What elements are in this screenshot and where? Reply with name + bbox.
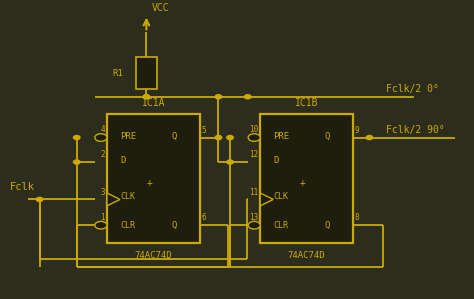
Text: 8: 8: [355, 213, 360, 222]
Text: Fclk/2 0°: Fclk/2 0°: [386, 84, 438, 94]
Circle shape: [227, 160, 233, 164]
Text: R1: R1: [112, 69, 123, 78]
Text: PRE: PRE: [120, 132, 136, 141]
Text: VCC: VCC: [152, 3, 170, 13]
Text: Q: Q: [324, 132, 330, 141]
Text: 11: 11: [249, 187, 258, 197]
Text: 5: 5: [202, 126, 206, 135]
Text: Q: Q: [171, 221, 176, 230]
Text: D: D: [273, 156, 279, 165]
Text: D: D: [120, 156, 125, 165]
Text: 10: 10: [249, 125, 258, 134]
Text: 4: 4: [100, 125, 105, 134]
Text: 6: 6: [202, 213, 206, 222]
Text: 9: 9: [355, 126, 360, 135]
Circle shape: [245, 95, 251, 99]
Text: 13: 13: [249, 213, 258, 222]
Polygon shape: [260, 193, 273, 206]
Text: IC1A: IC1A: [142, 98, 165, 108]
Text: Q: Q: [324, 221, 330, 230]
Text: 2: 2: [100, 150, 105, 159]
Text: CLR: CLR: [273, 221, 288, 230]
Circle shape: [73, 160, 80, 164]
Text: +: +: [300, 178, 306, 188]
Circle shape: [227, 135, 233, 140]
Polygon shape: [107, 193, 120, 206]
Text: CLK: CLK: [120, 192, 135, 201]
Circle shape: [143, 95, 150, 99]
Text: 1: 1: [100, 213, 105, 222]
Circle shape: [366, 135, 373, 140]
Bar: [107, 114, 200, 243]
Text: 74AC74D: 74AC74D: [135, 251, 172, 260]
Circle shape: [143, 95, 150, 99]
Text: Fclk: Fclk: [9, 182, 35, 192]
Bar: [136, 57, 156, 89]
Circle shape: [95, 134, 107, 141]
Circle shape: [36, 197, 43, 202]
Circle shape: [248, 134, 260, 141]
Text: PRE: PRE: [273, 132, 289, 141]
Circle shape: [248, 221, 260, 229]
Text: CLK: CLK: [273, 192, 288, 201]
Circle shape: [73, 135, 80, 140]
Text: 74AC74D: 74AC74D: [288, 251, 326, 260]
Bar: [260, 114, 353, 243]
Circle shape: [95, 221, 107, 229]
Text: 12: 12: [249, 150, 258, 159]
Text: Fclk/2 90°: Fclk/2 90°: [386, 125, 445, 135]
Circle shape: [215, 95, 222, 99]
Text: +: +: [146, 178, 152, 188]
Text: 3: 3: [100, 187, 105, 197]
Text: IC1B: IC1B: [295, 98, 319, 108]
Circle shape: [215, 135, 222, 140]
Text: CLR: CLR: [120, 221, 135, 230]
Text: Q: Q: [171, 132, 176, 141]
